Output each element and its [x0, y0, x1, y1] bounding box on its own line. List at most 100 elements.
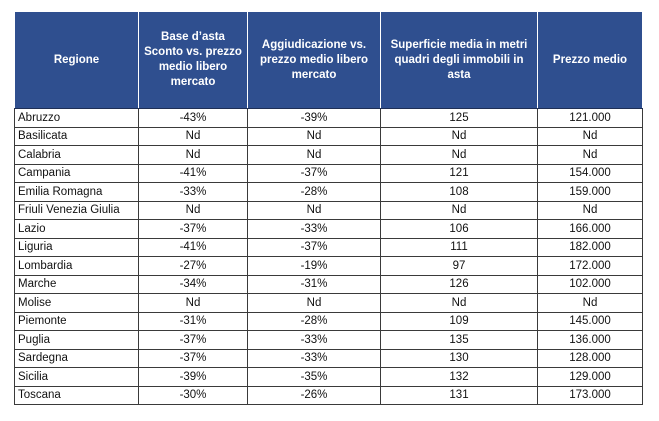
cell-prezzo-medio: 102.000 — [537, 274, 643, 294]
table-row: Sardegna -37% -33% 130 128.000 — [14, 348, 643, 368]
table-row: Piemonte -31% -28% 109 145.000 — [14, 311, 643, 331]
cell-prezzo-medio: 172.000 — [537, 256, 643, 276]
cell-region: Molise — [14, 293, 139, 313]
cell-base-asta: -34% — [138, 274, 248, 294]
cell-superficie: 97 — [380, 256, 538, 276]
cell-region: Emilia Romagna — [14, 182, 139, 202]
table-row: Molise Nd Nd Nd Nd — [14, 293, 643, 313]
table-body: Abruzzo -43% -39% 125 121.000 Basilicata Nd Nd N… — [14, 108, 643, 405]
cell-superficie: 132 — [380, 367, 538, 387]
cell-aggiudicazione: -39% — [247, 108, 381, 128]
cell-aggiudicazione: -35% — [247, 367, 381, 387]
cell-superficie: 135 — [380, 330, 538, 350]
cell-superficie: 106 — [380, 219, 538, 239]
cell-region: Liguria — [14, 237, 139, 257]
cell-prezzo-medio: Nd — [537, 145, 643, 165]
cell-aggiudicazione: Nd — [247, 126, 381, 146]
cell-region: Lombardia — [14, 256, 139, 276]
auction-table: Regione Base d’asta Sconto vs. prezzo me… — [14, 11, 643, 405]
table-row: Campania -41% -37% 121 154.000 — [14, 163, 643, 183]
cell-superficie: 125 — [380, 108, 538, 128]
cell-superficie: Nd — [380, 126, 538, 146]
table-row: Liguria -41% -37% 111 182.000 — [14, 237, 643, 257]
cell-prezzo-medio: 173.000 — [537, 385, 643, 405]
cell-superficie: Nd — [380, 293, 538, 313]
cell-base-asta: -41% — [138, 237, 248, 257]
cell-region: Lazio — [14, 219, 139, 239]
table-row: Sicilia -39% -35% 132 129.000 — [14, 367, 643, 387]
cell-base-asta: -33% — [138, 182, 248, 202]
cell-region: Sardegna — [14, 348, 139, 368]
cell-region: Puglia — [14, 330, 139, 350]
cell-base-asta: Nd — [138, 145, 248, 165]
cell-prezzo-medio: 128.000 — [537, 348, 643, 368]
cell-aggiudicazione: -28% — [247, 182, 381, 202]
cell-base-asta: -43% — [138, 108, 248, 128]
cell-prezzo-medio: 166.000 — [537, 219, 643, 239]
table-row: Abruzzo -43% -39% 125 121.000 — [14, 108, 643, 128]
cell-prezzo-medio: Nd — [537, 293, 643, 313]
cell-prezzo-medio: 136.000 — [537, 330, 643, 350]
cell-base-asta: -37% — [138, 219, 248, 239]
cell-base-asta: -31% — [138, 311, 248, 331]
header-superficie: Superficie media in metri quadri degli i… — [380, 11, 538, 109]
cell-superficie: Nd — [380, 145, 538, 165]
header-row: Regione Base d’asta Sconto vs. prezzo me… — [14, 11, 643, 109]
cell-superficie: 121 — [380, 163, 538, 183]
cell-aggiudicazione: Nd — [247, 200, 381, 220]
cell-prezzo-medio: 154.000 — [537, 163, 643, 183]
table-row: Marche -34% -31% 126 102.000 — [14, 274, 643, 294]
cell-aggiudicazione: -33% — [247, 330, 381, 350]
cell-base-asta: -30% — [138, 385, 248, 405]
cell-region: Marche — [14, 274, 139, 294]
cell-base-asta: Nd — [138, 200, 248, 220]
cell-base-asta: -41% — [138, 163, 248, 183]
cell-aggiudicazione: -28% — [247, 311, 381, 331]
cell-prezzo-medio: 129.000 — [537, 367, 643, 387]
cell-aggiudicazione: -33% — [247, 348, 381, 368]
cell-prezzo-medio: Nd — [537, 126, 643, 146]
cell-aggiudicazione: -33% — [247, 219, 381, 239]
cell-region: Piemonte — [14, 311, 139, 331]
cell-region: Abruzzo — [14, 108, 139, 128]
table-row: Emilia Romagna -33% -28% 108 159.000 — [14, 182, 643, 202]
cell-superficie: 111 — [380, 237, 538, 257]
cell-superficie: 130 — [380, 348, 538, 368]
cell-aggiudicazione: -31% — [247, 274, 381, 294]
cell-superficie: 131 — [380, 385, 538, 405]
cell-prezzo-medio: 182.000 — [537, 237, 643, 257]
header-base-asta: Base d’asta Sconto vs. prezzo medio libe… — [138, 11, 248, 109]
cell-aggiudicazione: -19% — [247, 256, 381, 276]
cell-superficie: Nd — [380, 200, 538, 220]
header-region: Regione — [14, 11, 139, 109]
cell-aggiudicazione: -26% — [247, 385, 381, 405]
header-aggiudicazione: Aggiudicazione vs. prezzo medio libero m… — [247, 11, 381, 109]
table-row: Calabria Nd Nd Nd Nd — [14, 145, 643, 165]
cell-base-asta: -37% — [138, 348, 248, 368]
table-row: Basilicata Nd Nd Nd Nd — [14, 126, 643, 146]
cell-region: Sicilia — [14, 367, 139, 387]
cell-superficie: 108 — [380, 182, 538, 202]
cell-prezzo-medio: Nd — [537, 200, 643, 220]
cell-base-asta: Nd — [138, 126, 248, 146]
cell-prezzo-medio: 159.000 — [537, 182, 643, 202]
cell-superficie: 126 — [380, 274, 538, 294]
cell-base-asta: -27% — [138, 256, 248, 276]
table-row: Toscana -30% -26% 131 173.000 — [14, 385, 643, 405]
cell-prezzo-medio: 145.000 — [537, 311, 643, 331]
cell-aggiudicazione: -37% — [247, 237, 381, 257]
auction-table-container: Regione Base d’asta Sconto vs. prezzo me… — [14, 11, 643, 405]
cell-superficie: 109 — [380, 311, 538, 331]
table-row: Lombardia -27% -19% 97 172.000 — [14, 256, 643, 276]
cell-region: Basilicata — [14, 126, 139, 146]
cell-aggiudicazione: -37% — [247, 163, 381, 183]
cell-base-asta: -37% — [138, 330, 248, 350]
cell-region: Calabria — [14, 145, 139, 165]
header-prezzo-medio: Prezzo medio — [537, 11, 643, 109]
cell-aggiudicazione: Nd — [247, 293, 381, 313]
cell-base-asta: -39% — [138, 367, 248, 387]
table-row: Friuli Venezia Giulia Nd Nd Nd Nd — [14, 200, 643, 220]
cell-prezzo-medio: 121.000 — [537, 108, 643, 128]
cell-region: Friuli Venezia Giulia — [14, 200, 139, 220]
table-header: Regione Base d’asta Sconto vs. prezzo me… — [14, 11, 643, 109]
